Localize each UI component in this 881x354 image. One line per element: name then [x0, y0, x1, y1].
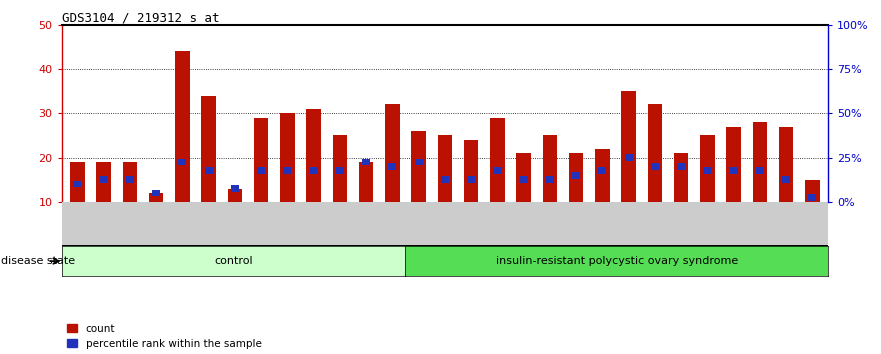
Bar: [204, 167, 212, 174]
Bar: [703, 167, 711, 174]
Bar: [805, 180, 819, 202]
Bar: [438, 135, 452, 202]
Bar: [493, 167, 501, 174]
Bar: [280, 113, 294, 202]
Bar: [677, 163, 685, 170]
Bar: [596, 149, 610, 202]
Bar: [440, 176, 449, 183]
Bar: [674, 153, 688, 202]
Bar: [254, 118, 269, 202]
Bar: [333, 135, 347, 202]
Bar: [411, 131, 426, 202]
Bar: [569, 153, 583, 202]
Bar: [70, 162, 85, 202]
Bar: [362, 159, 370, 165]
Bar: [415, 159, 423, 165]
Bar: [543, 135, 557, 202]
Bar: [752, 122, 767, 202]
Bar: [700, 135, 714, 202]
Bar: [73, 181, 81, 187]
Bar: [385, 104, 400, 202]
Bar: [284, 167, 292, 174]
Bar: [625, 154, 633, 161]
Bar: [490, 118, 505, 202]
Text: insulin-resistant polycystic ovary syndrome: insulin-resistant polycystic ovary syndr…: [496, 256, 737, 266]
Bar: [96, 162, 111, 202]
Text: GDS3104 / 219312_s_at: GDS3104 / 219312_s_at: [62, 11, 219, 24]
Bar: [727, 127, 741, 202]
Bar: [782, 176, 790, 183]
Bar: [467, 176, 475, 183]
Text: control: control: [214, 256, 253, 266]
Bar: [651, 163, 659, 170]
Bar: [546, 176, 554, 183]
Bar: [756, 167, 764, 174]
Bar: [126, 176, 134, 183]
Bar: [729, 167, 737, 174]
Bar: [179, 159, 187, 165]
Bar: [359, 162, 374, 202]
Bar: [307, 109, 321, 202]
Text: disease state: disease state: [1, 256, 75, 266]
Bar: [202, 96, 216, 202]
Bar: [310, 167, 318, 174]
Bar: [516, 153, 531, 202]
Bar: [152, 190, 160, 196]
Bar: [257, 167, 265, 174]
Bar: [100, 176, 107, 183]
Bar: [621, 91, 636, 202]
Bar: [389, 163, 396, 170]
Bar: [122, 162, 137, 202]
Bar: [648, 104, 663, 202]
Bar: [464, 140, 478, 202]
Bar: [336, 167, 344, 174]
Bar: [520, 176, 528, 183]
Legend: count, percentile rank within the sample: count, percentile rank within the sample: [67, 324, 262, 349]
Bar: [572, 172, 580, 178]
Bar: [149, 193, 163, 202]
Bar: [227, 188, 242, 202]
Bar: [175, 51, 189, 202]
Bar: [779, 127, 794, 202]
Bar: [231, 185, 239, 192]
Bar: [598, 167, 606, 174]
Bar: [809, 194, 817, 201]
